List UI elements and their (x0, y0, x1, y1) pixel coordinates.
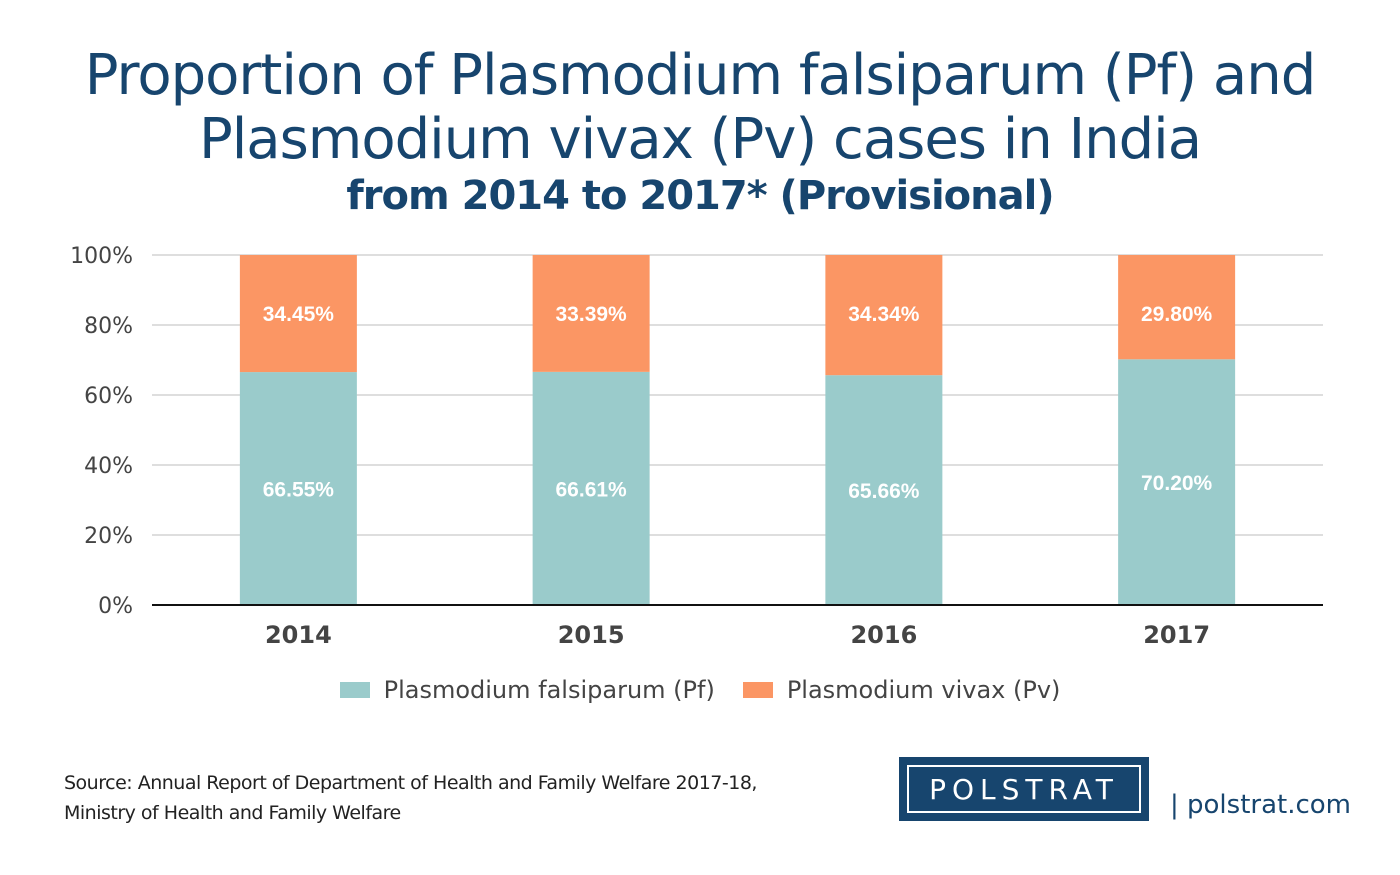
chart-title-line2: Plasmodium vivax (Pv) cases in India (198, 107, 1202, 172)
source-line2: Ministry of Health and Family Welfare (64, 802, 401, 824)
polstrat-logo: POLSTRAT (899, 757, 1149, 821)
y-tick-label: 100% (70, 244, 133, 269)
bar-pv-2016 (825, 255, 943, 376)
y-tick-label: 60% (84, 384, 133, 409)
y-tick-label: 0% (98, 594, 133, 619)
stacked-bar-chart: 0% 20% 40% 60% 80% 100% 66.55% 34.45% 2014 66.61%… (70, 244, 1323, 649)
source-line1: Source: Annual Report of Department of H… (64, 772, 757, 794)
bar-pf-2014 (239, 372, 357, 605)
y-tick-label: 80% (84, 314, 133, 339)
legend-item-pv: Plasmodium vivax (Pv) (742, 676, 1061, 704)
data-label: 65.66% (848, 480, 920, 503)
site-url: | polstrat.com (1170, 790, 1352, 820)
y-tick-label: 20% (84, 524, 133, 549)
y-tick-label: 40% (84, 454, 133, 479)
logo-text: POLSTRAT (907, 765, 1141, 813)
chart-title-line1: Proportion of Plasmodium falsiparum (Pf)… (84, 43, 1317, 108)
x-tick-label: 2014 (265, 621, 332, 649)
data-label: 66.61% (556, 478, 628, 501)
bar-pv-2017 (1118, 255, 1236, 360)
legend: Plasmodium falsiparum (Pf) Plasmodium vi… (0, 676, 1400, 704)
data-label: 34.34% (848, 303, 920, 326)
x-tick-label: 2015 (558, 621, 625, 649)
chart-subtitle: from 2014 to 2017* (Provisional) (346, 173, 1054, 219)
legend-item-pf: Plasmodium falsiparum (Pf) (339, 676, 715, 704)
legend-label-pv: Plasmodium vivax (Pv) (786, 676, 1061, 704)
x-tick-label: 2017 (1143, 621, 1210, 649)
x-tick-label: 2016 (850, 621, 917, 649)
bar-pv-2014 (239, 255, 357, 373)
data-label: 29.80% (1141, 303, 1213, 326)
data-label: 70.20% (1141, 472, 1213, 495)
bar-pv-2015 (532, 255, 650, 372)
bar-pf-2015 (532, 371, 650, 605)
data-label: 66.55% (263, 479, 335, 502)
legend-swatch-pv (742, 682, 773, 698)
data-label: 33.39% (556, 303, 628, 326)
data-label: 34.45% (263, 303, 335, 326)
bar-pf-2016 (825, 375, 943, 605)
legend-label-pf: Plasmodium falsiparum (Pf) (383, 676, 715, 704)
source-note: Source: Annual Report of Department of H… (64, 768, 757, 828)
bar-pf-2017 (1118, 359, 1236, 605)
legend-swatch-pf (339, 682, 370, 698)
